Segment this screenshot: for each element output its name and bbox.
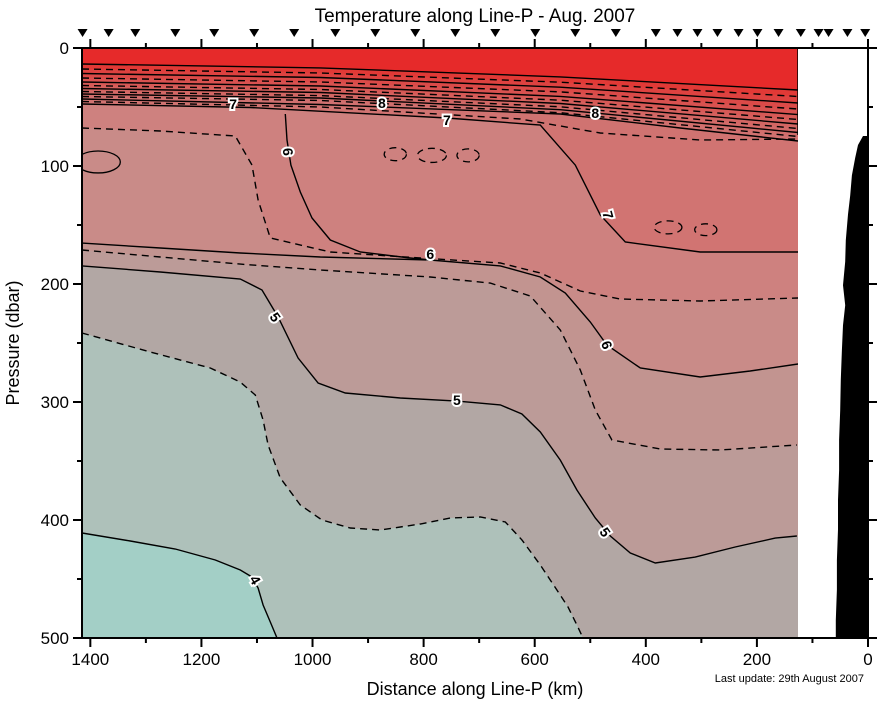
station-marker-1247km <box>170 29 181 37</box>
y-tick-label-200: 200 <box>41 275 69 294</box>
band-above-11 <box>82 48 798 638</box>
station-marker-527km <box>570 29 581 37</box>
last-update-note: Last update: 29th August 2007 <box>715 673 864 685</box>
station-marker-307km <box>692 29 703 37</box>
station-marker-1105km <box>249 29 260 37</box>
x-tick-label-1200: 1200 <box>183 650 221 669</box>
station-marker-161km <box>773 29 784 37</box>
isotherm-4.5 <box>82 332 584 638</box>
closed-isotherm-2 <box>416 147 448 164</box>
isotherm-8 <box>82 98 798 142</box>
station-marker-959km <box>330 29 341 37</box>
station-marker-199km <box>752 29 763 37</box>
isotherm-7.5 <box>82 100 798 141</box>
station-marker-382km <box>650 29 661 37</box>
contour-label-6: 6 <box>426 246 434 262</box>
x-axis-label: Distance along Line-P (km) <box>367 679 584 699</box>
isotherm-5.5 <box>82 249 797 451</box>
contour-label-8: 8 <box>378 95 386 111</box>
station-marker-743km <box>450 29 461 37</box>
station-marker-1319km <box>130 29 141 37</box>
contour-label-7: 7 <box>229 96 237 112</box>
y-tick-label-400: 400 <box>41 511 69 530</box>
isotherm-9 <box>82 93 798 134</box>
closed-isotherm-0 <box>82 150 121 174</box>
station-marker-1414km <box>77 29 88 37</box>
station-position-markers <box>77 29 871 37</box>
station-marker-233km <box>733 29 744 37</box>
station-marker-1367km <box>103 29 114 37</box>
station-marker-343km <box>672 29 683 37</box>
band-above-7 <box>82 48 798 638</box>
coastal-bathymetry-silhouette <box>835 136 868 638</box>
x-tick-label-1400: 1400 <box>71 650 109 669</box>
isotherm-12 <box>82 72 798 104</box>
closed-isotherm-1 <box>383 147 408 162</box>
isotherm-5 <box>82 265 797 564</box>
closed-isotherm-4 <box>653 220 683 235</box>
y-tick-label-100: 100 <box>41 157 69 176</box>
isotherm-11 <box>82 81 798 116</box>
station-marker-887km <box>370 29 381 37</box>
contour-label-6: 6 <box>280 147 297 156</box>
chart-title: Temperature along Line-P - Aug. 2007 <box>315 6 636 27</box>
contour-label-8: 8 <box>591 105 599 121</box>
x-tick-label-600: 600 <box>521 650 549 669</box>
x-tick-label-800: 800 <box>409 650 437 669</box>
y-tick-label-500: 500 <box>41 629 69 648</box>
station-marker-121km <box>795 29 806 37</box>
closed-isotherm-5 <box>694 223 718 237</box>
isotherm-4 <box>82 532 278 638</box>
isotherm-13 <box>82 63 798 91</box>
station-marker-1033km <box>289 29 300 37</box>
x-tick-label-400: 400 <box>632 650 660 669</box>
station-marker-89km <box>813 29 824 37</box>
isotherm-contour-lines <box>82 48 798 638</box>
filled-contour-bands <box>82 48 798 638</box>
isotherm-10 <box>82 87 798 125</box>
y-tick-label-300: 300 <box>41 393 69 412</box>
x-tick-label-200: 200 <box>743 650 771 669</box>
x-tick-label-1000: 1000 <box>294 650 332 669</box>
station-marker-71km <box>823 29 834 37</box>
station-marker-37km <box>842 29 853 37</box>
station-marker-1177km <box>209 29 220 37</box>
isotherm-6-front <box>284 113 431 261</box>
axes-frame <box>73 39 877 647</box>
closed-isotherm-3 <box>456 148 480 163</box>
station-marker-815km <box>410 29 421 37</box>
station-marker-599km <box>530 29 541 37</box>
axis-tick-labels: 1400 1200 1000 800 600 400 200 0 0 100 200 300 400 50… <box>41 39 873 669</box>
y-tick-label-0: 0 <box>60 39 69 58</box>
x-tick-label-0: 0 <box>863 650 872 669</box>
station-marker-454km <box>610 29 621 37</box>
station-marker-271km <box>712 29 723 37</box>
station-marker-671km <box>490 29 501 37</box>
station-marker-5km <box>860 29 871 37</box>
isotherm-6.5 <box>82 127 798 302</box>
contour-label-7: 7 <box>443 112 451 128</box>
contour-label-5: 5 <box>453 392 461 408</box>
isotherm-7 <box>82 103 798 253</box>
y-axis-label: Pressure (dbar) <box>3 280 23 405</box>
isotherm-6 <box>82 242 798 378</box>
